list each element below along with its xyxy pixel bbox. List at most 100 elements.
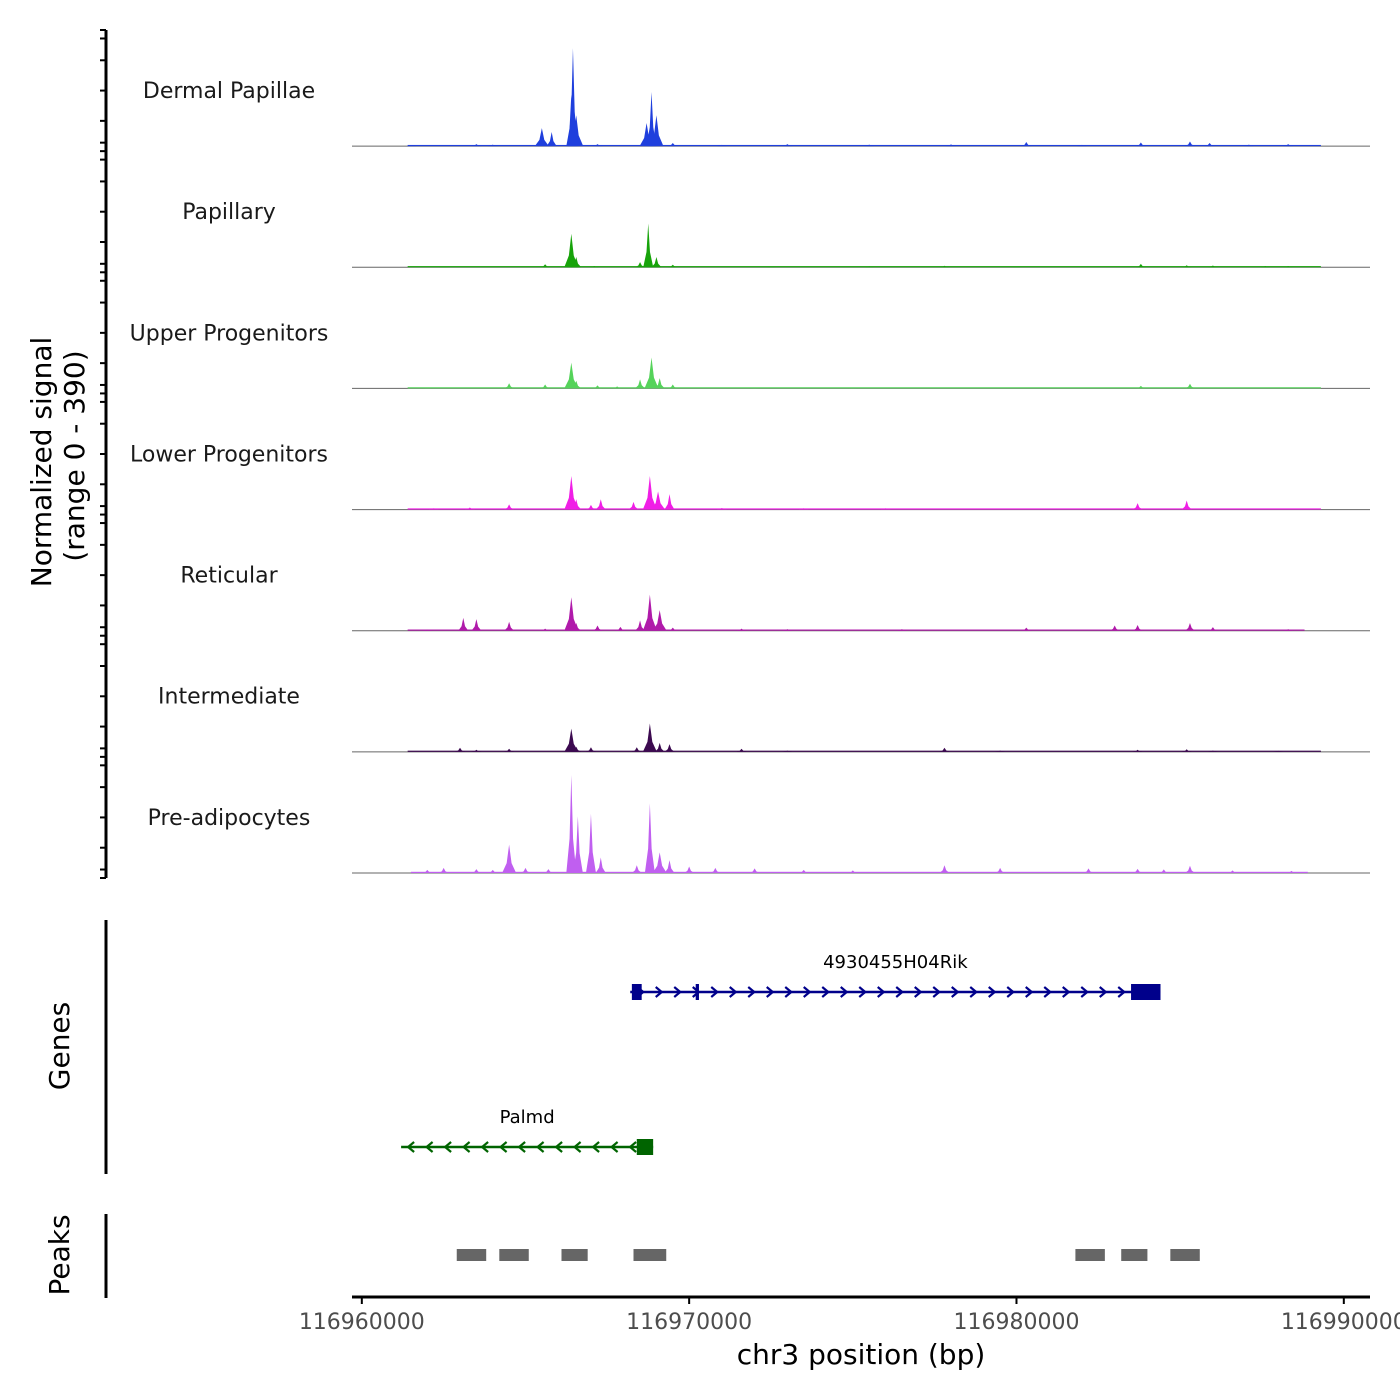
signal-peak — [546, 131, 557, 147]
x-axis-title: chr3 position (bp) — [737, 1338, 986, 1371]
signal-peak — [642, 476, 657, 510]
gene-label: 4930455H04Rik — [823, 952, 968, 973]
signal-peak — [405, 145, 416, 147]
peak-region — [1121, 1249, 1148, 1261]
signal-peak — [1132, 625, 1143, 631]
strand-arrow — [784, 986, 793, 998]
signal-peak — [798, 869, 809, 873]
signal-peak — [520, 867, 531, 873]
signal-peak — [1132, 503, 1143, 510]
signal-peak — [847, 870, 858, 873]
signal-floor — [407, 144, 1321, 147]
signal-peak — [939, 865, 950, 873]
strand-arrow — [988, 986, 997, 998]
signal-peak — [736, 628, 747, 631]
signal-peak — [1132, 749, 1143, 752]
strand-arrow — [572, 1141, 582, 1153]
signal-peak — [1283, 265, 1294, 268]
strand-arrow — [535, 1141, 545, 1153]
peak-region — [1170, 1249, 1200, 1261]
signal-peak — [487, 869, 498, 873]
peak-region — [499, 1249, 529, 1261]
strand-arrow — [406, 1141, 415, 1153]
signal-peak — [1076, 144, 1087, 147]
signal-peak — [564, 728, 579, 752]
signal-peak — [1083, 868, 1094, 873]
signal-peak — [1283, 629, 1294, 631]
signal-peak — [649, 115, 664, 147]
signal-peak — [782, 629, 793, 631]
signal-peak — [589, 265, 600, 268]
signal-peak — [564, 476, 579, 510]
signal-peak — [504, 621, 515, 631]
signal-peak — [1207, 750, 1218, 752]
strand-arrow — [840, 986, 849, 998]
strand-arrow — [969, 986, 978, 998]
signal-peak — [564, 233, 579, 268]
strand-arrow — [803, 986, 812, 998]
signal-track: Reticular — [180, 564, 1370, 632]
peak-region — [633, 1249, 667, 1261]
x-tick-label: 116970000 — [626, 1310, 752, 1335]
signal-track: Papillary — [182, 200, 1370, 268]
strand-arrow — [1006, 986, 1015, 998]
signal-peak — [667, 143, 678, 147]
peak-region — [1075, 1249, 1105, 1261]
y-axis-title: Normalized signal (range 0 - 390) — [25, 337, 91, 588]
strand-arrow — [655, 986, 664, 998]
track-label: Lower Progenitors — [130, 442, 328, 467]
signal-peak — [585, 504, 596, 510]
signal-peak — [652, 852, 667, 873]
signal-peak — [1260, 265, 1271, 268]
strand-arrow — [729, 986, 738, 998]
signal-peak — [585, 747, 596, 752]
signal-peak — [847, 387, 858, 389]
signal-peak — [782, 750, 793, 752]
track-label: Dermal Papillae — [143, 79, 315, 104]
strand-arrow — [443, 1141, 452, 1153]
signal-peak — [569, 115, 584, 147]
signal-track: Dermal Papillae — [143, 48, 1370, 147]
signal-peak — [471, 749, 482, 752]
strand-arrow — [554, 1141, 563, 1153]
peak-region — [456, 1249, 487, 1261]
track-label: Papillary — [182, 200, 276, 225]
strand-arrow — [821, 986, 830, 998]
gene: Palmd — [401, 1107, 654, 1155]
strand-arrow — [673, 986, 682, 998]
genes-track-label: Genes — [43, 1002, 76, 1090]
signal-peak — [615, 626, 626, 631]
signal-peak — [1021, 627, 1032, 631]
signal-peak — [571, 622, 582, 631]
signal-peak — [1021, 142, 1032, 147]
signal-peak — [502, 844, 517, 873]
x-axis: chr3 position (bp) 116960000 116970000 116… — [299, 1295, 1400, 1371]
signal-floor — [410, 871, 1308, 873]
signal-peak — [643, 223, 654, 268]
signal-peak — [667, 264, 678, 268]
signal-peak — [896, 629, 907, 631]
y-axis-title-range: (range 0 - 390) — [58, 350, 91, 561]
signal-floor — [407, 508, 1321, 510]
strand-arrow — [609, 1141, 619, 1153]
strand-arrow — [480, 1141, 489, 1153]
strand-arrow — [951, 986, 960, 998]
signal-peak — [422, 387, 433, 389]
signal-peak — [1207, 265, 1218, 268]
signal-peak — [1135, 263, 1146, 268]
peaks-track: Peaks — [43, 1214, 1200, 1298]
signal-peak — [651, 491, 666, 510]
signal-floor — [407, 387, 1321, 389]
signal-track: Upper Progenitors — [130, 321, 1370, 389]
signal-peak — [458, 617, 469, 631]
track-label: Intermediate — [158, 685, 300, 710]
signal-peak — [428, 508, 439, 510]
signal-peak — [1227, 870, 1238, 873]
signal-peak — [765, 266, 776, 268]
signal-peak — [716, 508, 727, 510]
signal-track: Lower Progenitors — [130, 442, 1370, 511]
signal-peak — [880, 508, 891, 510]
signal-peak — [1273, 750, 1284, 752]
signal-peak — [646, 92, 657, 147]
signal-floor — [407, 750, 1321, 752]
